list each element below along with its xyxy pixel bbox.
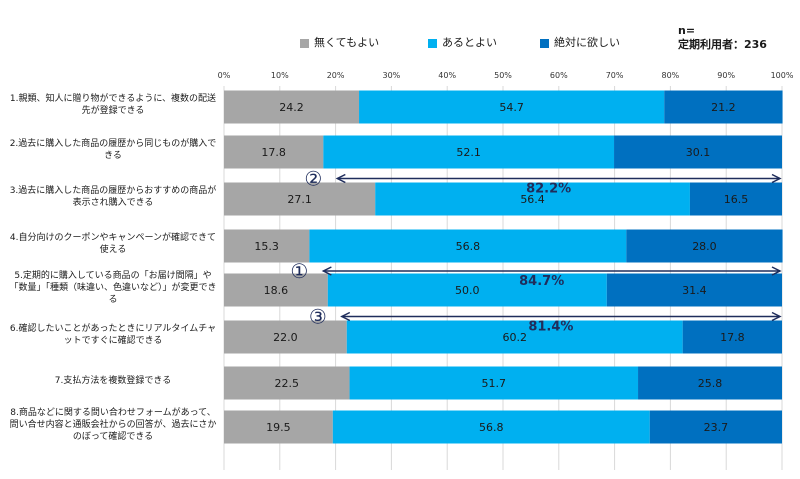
bar-segment bbox=[224, 182, 376, 216]
annotation-marker: ② bbox=[304, 167, 322, 191]
data-label: 17.8 bbox=[720, 331, 745, 344]
bar-segment bbox=[332, 410, 650, 444]
category-label: 8.商品などに関する問い合わせフォームがあって、問い合せ内容と通販会社からの回答… bbox=[9, 408, 217, 442]
legend-item-arutoyoi: あるとよい bbox=[428, 34, 497, 50]
annotation-arrow-head-left bbox=[340, 311, 351, 322]
category-label: 2.過去に購入した商品の履歴から同じものが購入できる bbox=[9, 139, 217, 161]
annotation-arrow-head-left bbox=[335, 173, 346, 184]
x-tick-label: 90% bbox=[717, 71, 735, 80]
bar-segment bbox=[614, 135, 782, 169]
data-label: 15.3 bbox=[254, 240, 279, 253]
legend-swatch bbox=[300, 38, 309, 48]
x-tick-label: 70% bbox=[606, 71, 624, 80]
annotation-arrow-head-right bbox=[771, 311, 782, 322]
bar-segment bbox=[309, 229, 627, 263]
bar-segment bbox=[349, 366, 639, 400]
data-label: 17.8 bbox=[261, 146, 286, 159]
bar-segment bbox=[375, 182, 690, 216]
x-tick-label: 40% bbox=[438, 71, 456, 80]
sample-size-value: 定期利用者：236 bbox=[678, 38, 767, 51]
annotation-arrow-head-right bbox=[771, 266, 782, 276]
x-tick-label: 100% bbox=[771, 71, 794, 80]
category-label: 1.親類、知人に贈り物ができるように、複数の配送先が登録できる bbox=[9, 94, 217, 116]
x-tick-label: 10% bbox=[271, 71, 289, 80]
bar-segment bbox=[224, 273, 328, 307]
data-label: 50.0 bbox=[455, 284, 480, 297]
category-label: 7.支払方法を複数登録できる bbox=[54, 376, 172, 386]
category-label: 6.確認したいことがあったときにリアルタイムチャットですぐに確認できる bbox=[9, 324, 217, 346]
bar-segment bbox=[346, 320, 683, 354]
annotation-percent: 84.7% bbox=[519, 274, 564, 289]
bar-segment bbox=[649, 410, 782, 444]
legend-item-nakutemoyoi: 無くてもよい bbox=[300, 34, 379, 50]
annotation-marker: ① bbox=[290, 259, 308, 283]
bar-segment bbox=[626, 229, 783, 263]
bar-segment bbox=[224, 320, 347, 354]
data-label: 28.0 bbox=[692, 240, 717, 253]
data-label: 25.8 bbox=[698, 377, 723, 390]
data-label: 56.8 bbox=[479, 421, 504, 434]
bar-segment bbox=[224, 366, 350, 400]
bar-segment bbox=[224, 229, 310, 263]
x-tick-label: 60% bbox=[550, 71, 568, 80]
sample-size-note: n= 定期利用者：236 bbox=[678, 24, 767, 52]
data-label: 30.1 bbox=[686, 146, 711, 159]
legend-label: 絶対に欲しい bbox=[554, 36, 620, 49]
annotation-percent: 81.4% bbox=[528, 320, 573, 335]
data-label: 21.2 bbox=[711, 101, 736, 114]
bar-segment bbox=[327, 273, 607, 307]
bar-segment bbox=[224, 90, 360, 124]
data-label: 60.2 bbox=[502, 331, 527, 344]
legend-item-zettai: 絶対に欲しい bbox=[540, 34, 620, 50]
data-label: 23.7 bbox=[704, 421, 729, 434]
data-label: 22.0 bbox=[273, 331, 298, 344]
data-label: 22.5 bbox=[275, 377, 300, 390]
bar-segment bbox=[323, 135, 615, 169]
bar-segment bbox=[224, 410, 333, 444]
x-tick-label: 0% bbox=[218, 71, 231, 80]
annotation-arrow-head-right bbox=[771, 173, 782, 184]
data-label: 56.8 bbox=[456, 240, 481, 253]
bar-segment bbox=[359, 90, 665, 124]
x-tick-label: 50% bbox=[494, 71, 512, 80]
x-tick-label: 30% bbox=[383, 71, 401, 80]
data-label: 19.5 bbox=[266, 421, 291, 434]
data-label: 18.6 bbox=[264, 284, 289, 297]
legend-label: あるとよい bbox=[442, 36, 497, 49]
category-label: 5.定期的に購入している商品の「お届け間隔」や「数量」「種類（味違い、色違いなど… bbox=[9, 271, 217, 305]
category-label: 4.自分向けのクーポンやキャンペーンが確認できて使える bbox=[9, 233, 217, 255]
category-label: 3.過去に購入した商品の履歴からおすすめの商品が表示され購入できる bbox=[9, 186, 217, 208]
data-label: 31.4 bbox=[682, 284, 707, 297]
sample-size-label: n= bbox=[678, 24, 696, 37]
data-label: 27.1 bbox=[287, 193, 312, 206]
data-label: 51.7 bbox=[482, 377, 507, 390]
bar-segment bbox=[689, 182, 782, 216]
bar-segment bbox=[638, 366, 782, 400]
annotation-arrow-head-left bbox=[321, 266, 332, 276]
bar-segment bbox=[224, 135, 324, 169]
data-label: 56.4 bbox=[520, 193, 545, 206]
data-label: 54.7 bbox=[499, 101, 524, 114]
data-label: 16.5 bbox=[724, 193, 749, 206]
legend-swatch bbox=[428, 38, 437, 48]
bar-segment bbox=[664, 90, 783, 124]
data-label: 24.2 bbox=[279, 101, 304, 114]
annotation-marker: ③ bbox=[309, 305, 327, 329]
bar-segment bbox=[682, 320, 782, 354]
bar-segment bbox=[606, 273, 782, 307]
x-tick-label: 80% bbox=[662, 71, 680, 80]
data-label: 52.1 bbox=[456, 146, 481, 159]
legend-label: 無くてもよい bbox=[314, 36, 380, 49]
annotation-percent: 82.2% bbox=[526, 182, 571, 197]
x-tick-label: 20% bbox=[327, 71, 345, 80]
legend-swatch bbox=[540, 38, 549, 48]
